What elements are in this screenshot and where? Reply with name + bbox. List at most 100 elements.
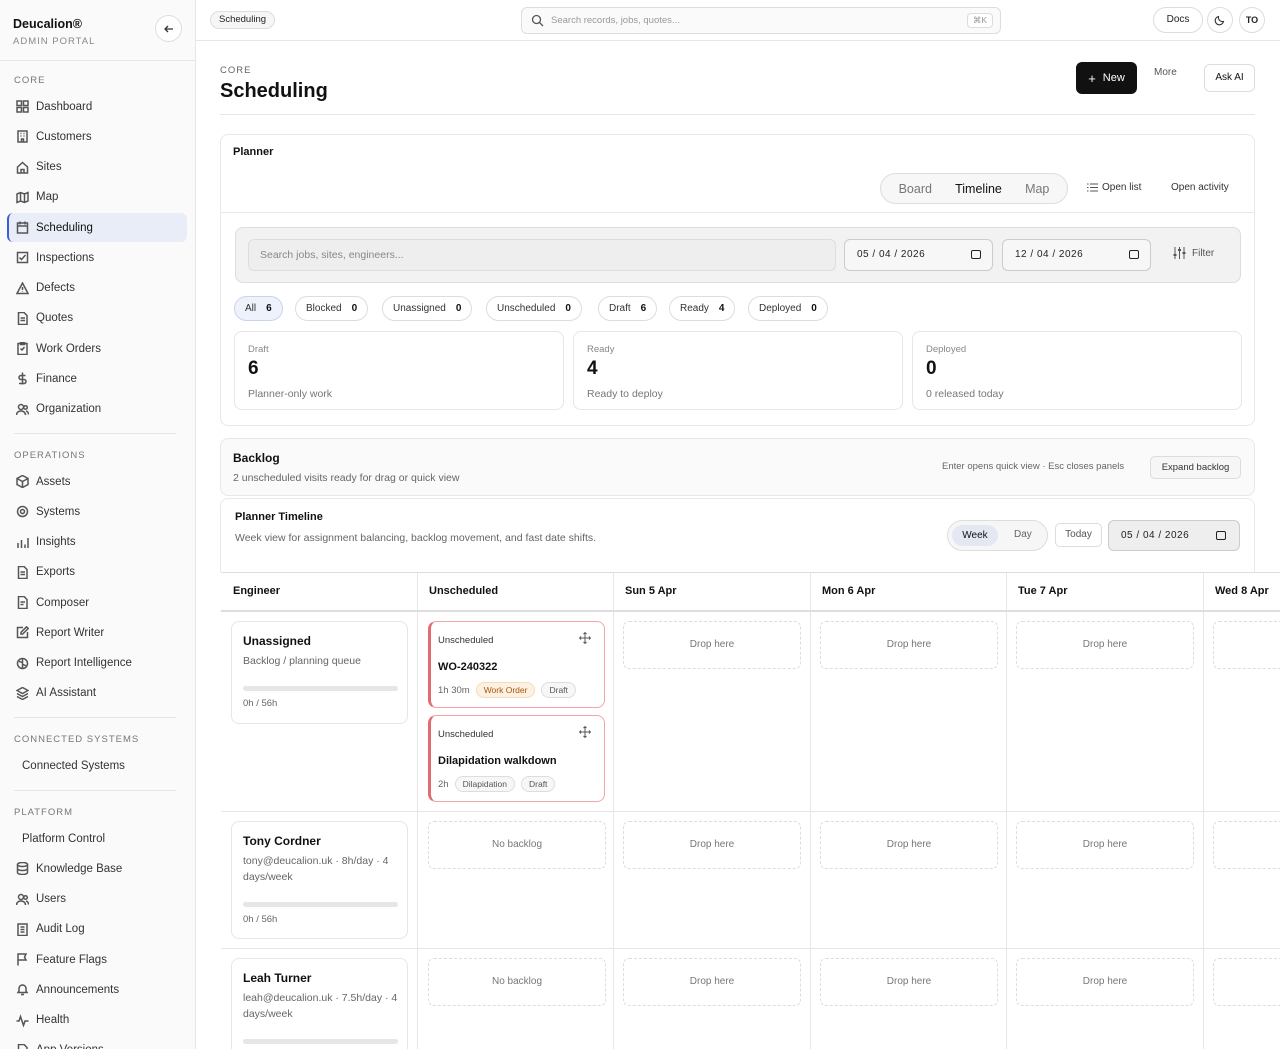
drop-zone[interactable]: Drop here [623, 821, 801, 869]
more-button[interactable]: More [1154, 67, 1177, 78]
page-title: Scheduling [220, 80, 328, 102]
date-to-input[interactable]: 12 / 04 / 2026 [1002, 239, 1151, 271]
collapse-sidebar-button[interactable] [155, 15, 182, 42]
sidebar-item-organization[interactable]: Organization [7, 395, 187, 424]
move-icon[interactable] [579, 726, 591, 738]
sidebar-item-label: Users [36, 893, 67, 905]
sidebar-item-work-orders[interactable]: Work Orders [7, 334, 187, 363]
filter-pill-deployed[interactable]: Deployed 0 [748, 296, 828, 321]
sidebar-item-report-writer[interactable]: Report Writer [7, 618, 187, 647]
ask-ai-button[interactable]: Ask AI [1204, 64, 1255, 92]
tab-day[interactable]: Day [1014, 529, 1032, 540]
stat-label: Ready [587, 344, 615, 355]
job-card[interactable]: Unscheduled Dilapidation walkdown 2h Dilapi… [428, 715, 605, 802]
expand-backlog-button[interactable]: Expand backlog [1150, 456, 1241, 479]
sidebar-item-assets[interactable]: Assets [7, 467, 187, 496]
no-backlog-cell: No backlog [428, 958, 606, 1006]
tab-timeline[interactable]: Timeline [955, 181, 1002, 196]
sidebar-item-ai-assistant[interactable]: AI Assistant [7, 679, 187, 708]
tab-week[interactable]: Week [952, 525, 998, 546]
drop-zone[interactable]: Drop here [820, 621, 998, 669]
building-icon [16, 130, 29, 143]
sidebar-item-composer[interactable]: Composer [7, 588, 187, 617]
filter-label: Filter [1192, 247, 1215, 259]
stat-card-draft[interactable]: Draft 6 Planner-only work [234, 331, 564, 410]
sidebar-item-label: Platform Control [22, 832, 106, 845]
sidebar-item-exports[interactable]: Exports [7, 558, 187, 587]
connected-section-label: CONNECTED SYSTEMS [14, 734, 140, 745]
drop-zone[interactable]: Drop here [820, 821, 998, 869]
sidebar-item-knowledge-base[interactable]: Knowledge Base [7, 854, 187, 883]
job-status: Unscheduled [438, 635, 494, 646]
planner-search-input[interactable]: Search jobs, sites, engineers... [248, 239, 836, 271]
theme-toggle-button[interactable] [1207, 7, 1233, 33]
engineer-card[interactable]: Unassigned Backlog / planning queue 0h / 5… [231, 621, 408, 724]
sidebar-item-users[interactable]: Users [7, 885, 187, 914]
stat-card-ready[interactable]: Ready 4 Ready to deploy [573, 331, 903, 410]
tab-board[interactable]: Board [898, 181, 932, 196]
drop-zone[interactable]: Drop here [820, 958, 998, 1006]
filter-pill-all[interactable]: All 6 [234, 296, 283, 321]
sidebar-item-scheduling[interactable]: Scheduling [7, 213, 187, 242]
sidebar-item-systems[interactable]: Systems [7, 497, 187, 526]
sidebar-item-map[interactable]: Map [7, 183, 187, 212]
engineer-details: Backlog / planning queue [243, 655, 361, 667]
sidebar-item-label: Map [36, 191, 59, 204]
timeline-grid: Engineer Unscheduled Sun 5 Apr Mon 6 Apr Tue… [221, 572, 1280, 1049]
sidebar-item-customers[interactable]: Customers [7, 122, 187, 151]
sidebar-item-inspections[interactable]: Inspections [7, 243, 187, 272]
job-card[interactable]: Unscheduled WO-240322 1h 30m Work Order Draf… [428, 621, 605, 708]
drop-zone[interactable]: Drop here [1016, 821, 1194, 869]
sidebar-item-dashboard[interactable]: Dashboard [7, 92, 187, 121]
sidebar-item-announcements[interactable]: Announcements [7, 975, 187, 1004]
filter-pill-unassigned[interactable]: Unassigned 0 [382, 296, 473, 321]
drop-zone[interactable]: Drop here [1213, 958, 1280, 1006]
sidebar-item-audit-log[interactable]: Audit Log [7, 915, 187, 944]
job-type-badge: Work Order [475, 682, 536, 698]
move-icon[interactable] [579, 632, 591, 644]
engineer-card[interactable]: Tony Cordner tony@deucalion.uk · 8h/day ·… [231, 821, 408, 939]
engineer-card[interactable]: Leah Turner leah@deucalion.uk · 7.5h/day … [231, 958, 408, 1049]
sidebar-item-platform-control[interactable]: Platform Control [7, 824, 187, 853]
sidebar-item-feature-flags[interactable]: Feature Flags [7, 945, 187, 974]
filter-pill-ready[interactable]: Ready 4 [669, 296, 736, 321]
date-from-input[interactable]: 05 / 04 / 2026 [844, 239, 993, 271]
drop-zone[interactable]: Drop here [1213, 821, 1280, 869]
sidebar-item-defects[interactable]: Defects [7, 274, 187, 303]
drop-zone[interactable]: Drop here [623, 958, 801, 1006]
sidebar-item-quotes[interactable]: Quotes [7, 304, 187, 333]
sidebar-item-insights[interactable]: Insights [7, 528, 187, 557]
timeline-date-input[interactable]: 05 / 04 / 2026 [1108, 520, 1240, 551]
box-icon [16, 475, 29, 488]
filter-pill-unscheduled[interactable]: Unscheduled 0 [486, 296, 582, 321]
open-list-button[interactable]: Open list [1087, 182, 1141, 193]
sidebar-divider [14, 717, 176, 718]
filter-pill-blocked[interactable]: Blocked 0 [295, 296, 369, 321]
drop-zone[interactable]: Drop here [1016, 621, 1194, 669]
drop-zone[interactable]: Drop here [1213, 621, 1280, 669]
drop-zone[interactable]: Drop here [1016, 958, 1194, 1006]
sidebar-item-sites[interactable]: Sites [7, 153, 187, 182]
global-search-input[interactable]: Search records, jobs, quotes... ⌘K [521, 7, 1001, 34]
drop-zone[interactable]: Drop here [623, 621, 801, 669]
planner-card: Planner Board Timeline Map Open list Ope… [220, 134, 1255, 426]
docs-button[interactable]: Docs [1153, 7, 1203, 33]
filter-button[interactable]: Filter [1173, 247, 1214, 259]
new-button[interactable]: + New [1076, 62, 1137, 94]
sidebar-item-report-intelligence[interactable]: Report Intelligence [7, 649, 187, 678]
open-list-label: Open list [1102, 182, 1142, 193]
breadcrumb[interactable]: Scheduling [210, 11, 276, 29]
stat-card-deployed[interactable]: Deployed 0 0 released today [912, 331, 1242, 410]
open-activity-button[interactable]: Open activity [1171, 182, 1229, 193]
filter-pill-draft[interactable]: Draft 6 [598, 296, 658, 321]
sidebar-item-health[interactable]: Health [7, 1006, 187, 1035]
main-content: CORE Scheduling + New More Ask AI Planne… [196, 41, 1280, 1049]
filter-bar: Search jobs, sites, engineers... 05 / 04… [235, 227, 1241, 283]
user-avatar[interactable]: TO [1239, 7, 1265, 33]
range-switcher: Week Day [947, 520, 1048, 551]
today-button[interactable]: Today [1055, 523, 1102, 547]
sidebar-item-app-versions[interactable]: App Versions [7, 1036, 187, 1049]
sidebar-item-finance[interactable]: Finance [7, 364, 187, 393]
tab-map[interactable]: Map [1025, 181, 1050, 196]
sidebar-item-connected-systems[interactable]: Connected Systems [7, 751, 187, 780]
